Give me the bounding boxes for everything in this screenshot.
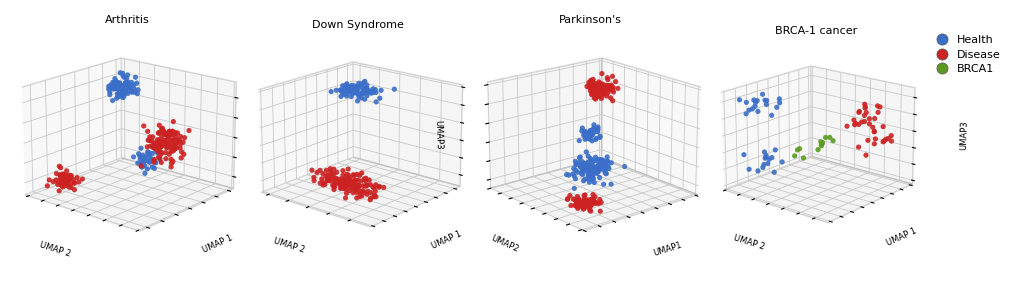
- X-axis label: UMAP 2: UMAP 2: [272, 237, 306, 255]
- X-axis label: UMAP1: UMAP1: [652, 241, 683, 258]
- Y-axis label: UMAP 1: UMAP 1: [883, 227, 917, 248]
- Title: Arthritis: Arthritis: [104, 14, 149, 25]
- X-axis label: UMAP 2: UMAP 2: [732, 233, 765, 252]
- Y-axis label: UMAP 1: UMAP 1: [430, 230, 463, 251]
- Y-axis label: UMAP 1: UMAP 1: [202, 233, 234, 254]
- Y-axis label: UMAP2: UMAP2: [489, 233, 520, 254]
- Title: Parkinson's: Parkinson's: [558, 14, 621, 25]
- X-axis label: UMAP 2: UMAP 2: [39, 240, 72, 258]
- Legend: Health, Disease, BRCA1: Health, Disease, BRCA1: [926, 31, 1004, 78]
- Title: Down Syndrome: Down Syndrome: [312, 20, 404, 30]
- Title: BRCA-1 cancer: BRCA-1 cancer: [774, 26, 856, 36]
